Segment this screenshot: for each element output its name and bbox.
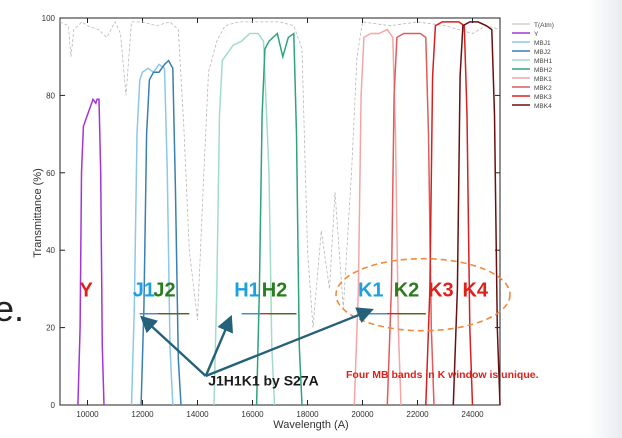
series-line-mbh2 <box>255 32 303 406</box>
right-edge-shadow <box>588 0 622 438</box>
x-tick-label: 12000 <box>131 410 154 419</box>
series-line-mbj2 <box>140 59 182 406</box>
y-tick-label: 0 <box>51 401 56 410</box>
legend-entry: MBJ2 <box>534 49 551 56</box>
legend-entry: T(Atm) <box>534 22 554 29</box>
slide-edge-text: e. <box>0 288 25 329</box>
band-label-k1: K1 <box>358 280 384 302</box>
band-label-y: Y <box>79 280 93 302</box>
y-tick-label: 20 <box>46 324 55 333</box>
band-label-k2: K2 <box>394 280 420 302</box>
y-tick-label: 100 <box>42 14 56 23</box>
pointer-arrow-1 <box>140 315 207 377</box>
y-tick-label: 60 <box>46 169 55 178</box>
legend-entry: MBH1 <box>534 58 552 65</box>
series-line-mbk3 <box>425 21 474 406</box>
x-tick-label: 16000 <box>241 410 264 419</box>
legend-entry: MBK4 <box>534 103 552 110</box>
band-label-h2: H2 <box>262 280 288 302</box>
x-tick-label: 18000 <box>296 410 319 419</box>
series-line-y <box>77 97 105 406</box>
band-label-j1: J1 <box>133 280 155 302</box>
legend-entry: MBJ1 <box>534 40 551 47</box>
x-tick-label: 10000 <box>76 410 99 419</box>
y-tick-label: 40 <box>46 246 55 255</box>
x-axis-label: Wavelength (A) <box>273 419 348 431</box>
series-line-mbk1 <box>353 28 402 406</box>
series-line-mbk4 <box>452 21 501 406</box>
x-tick-label: 20000 <box>351 410 374 419</box>
x-tick-label: 14000 <box>186 410 209 419</box>
pointer-arrow-3 <box>205 307 374 378</box>
legend-entry: MBH2 <box>534 67 552 74</box>
pointer-arrow-2 <box>204 314 233 377</box>
legend-entry: MBK2 <box>534 85 552 92</box>
band-label-k3: K3 <box>428 280 454 302</box>
legend-entry: MBK3 <box>534 94 552 101</box>
annotation-k-window: Four MB bands in K window is unique. <box>346 369 539 381</box>
annotation-j1h1k1: J1H1K1 by S27A <box>208 373 319 389</box>
series-line-mbj1 <box>130 63 174 406</box>
band-label-h1: H1 <box>234 280 260 302</box>
band-label-j2: J2 <box>153 280 175 302</box>
x-tick-label: 22000 <box>406 410 429 419</box>
band-label-k4: K4 <box>462 280 488 302</box>
series-line-mbk2 <box>386 32 435 406</box>
legend-entry: Y <box>534 31 539 38</box>
series-line-t-atm- <box>59 21 501 328</box>
legend-entry: MBK1 <box>534 76 552 83</box>
k-window-ellipse <box>335 257 511 332</box>
y-tick-label: 80 <box>46 91 55 100</box>
y-axis-label: Transmittance (%) <box>32 168 44 257</box>
x-tick-label: 24000 <box>461 410 484 419</box>
series-line-mbh1 <box>213 32 276 406</box>
